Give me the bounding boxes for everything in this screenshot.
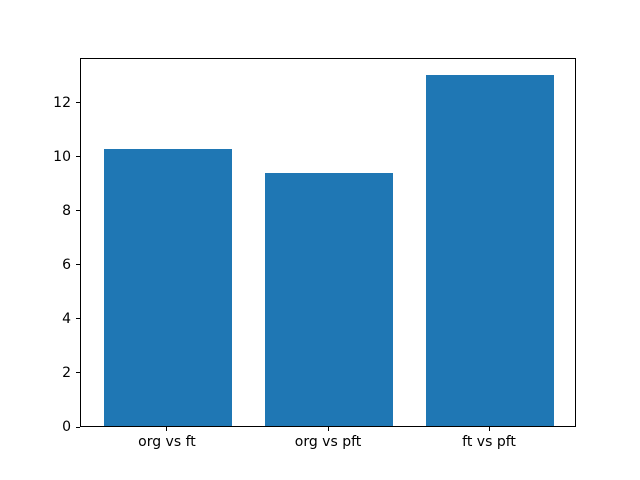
y-tick-mark [76,318,80,320]
x-tick-label: ft vs pft [462,434,516,450]
y-tick-mark [76,264,80,266]
y-tick-label: 0 [62,419,71,435]
bar-ft-vs-pft [425,74,555,426]
x-tick-mark [327,427,329,431]
x-tick-label: org vs ft [138,434,196,450]
bar-org-vs-pft [264,173,394,426]
y-tick-mark [76,372,80,374]
y-tick-mark [76,156,80,158]
y-tick-mark [76,426,80,428]
y-tick-label: 12 [53,94,71,111]
x-tick-label: org vs pft [294,434,362,450]
x-tick-mark [488,427,490,431]
y-tick-label: 6 [62,256,71,273]
y-tick-mark [76,210,80,212]
y-tick-label: 8 [62,202,71,219]
y-tick-mark [76,102,80,104]
y-tick-label: 2 [62,364,71,381]
plot-area [80,58,576,427]
x-tick-mark [166,427,168,431]
y-tick-label: 10 [53,148,71,165]
bar-org-vs-ft [103,148,233,426]
y-tick-label: 4 [62,310,71,327]
